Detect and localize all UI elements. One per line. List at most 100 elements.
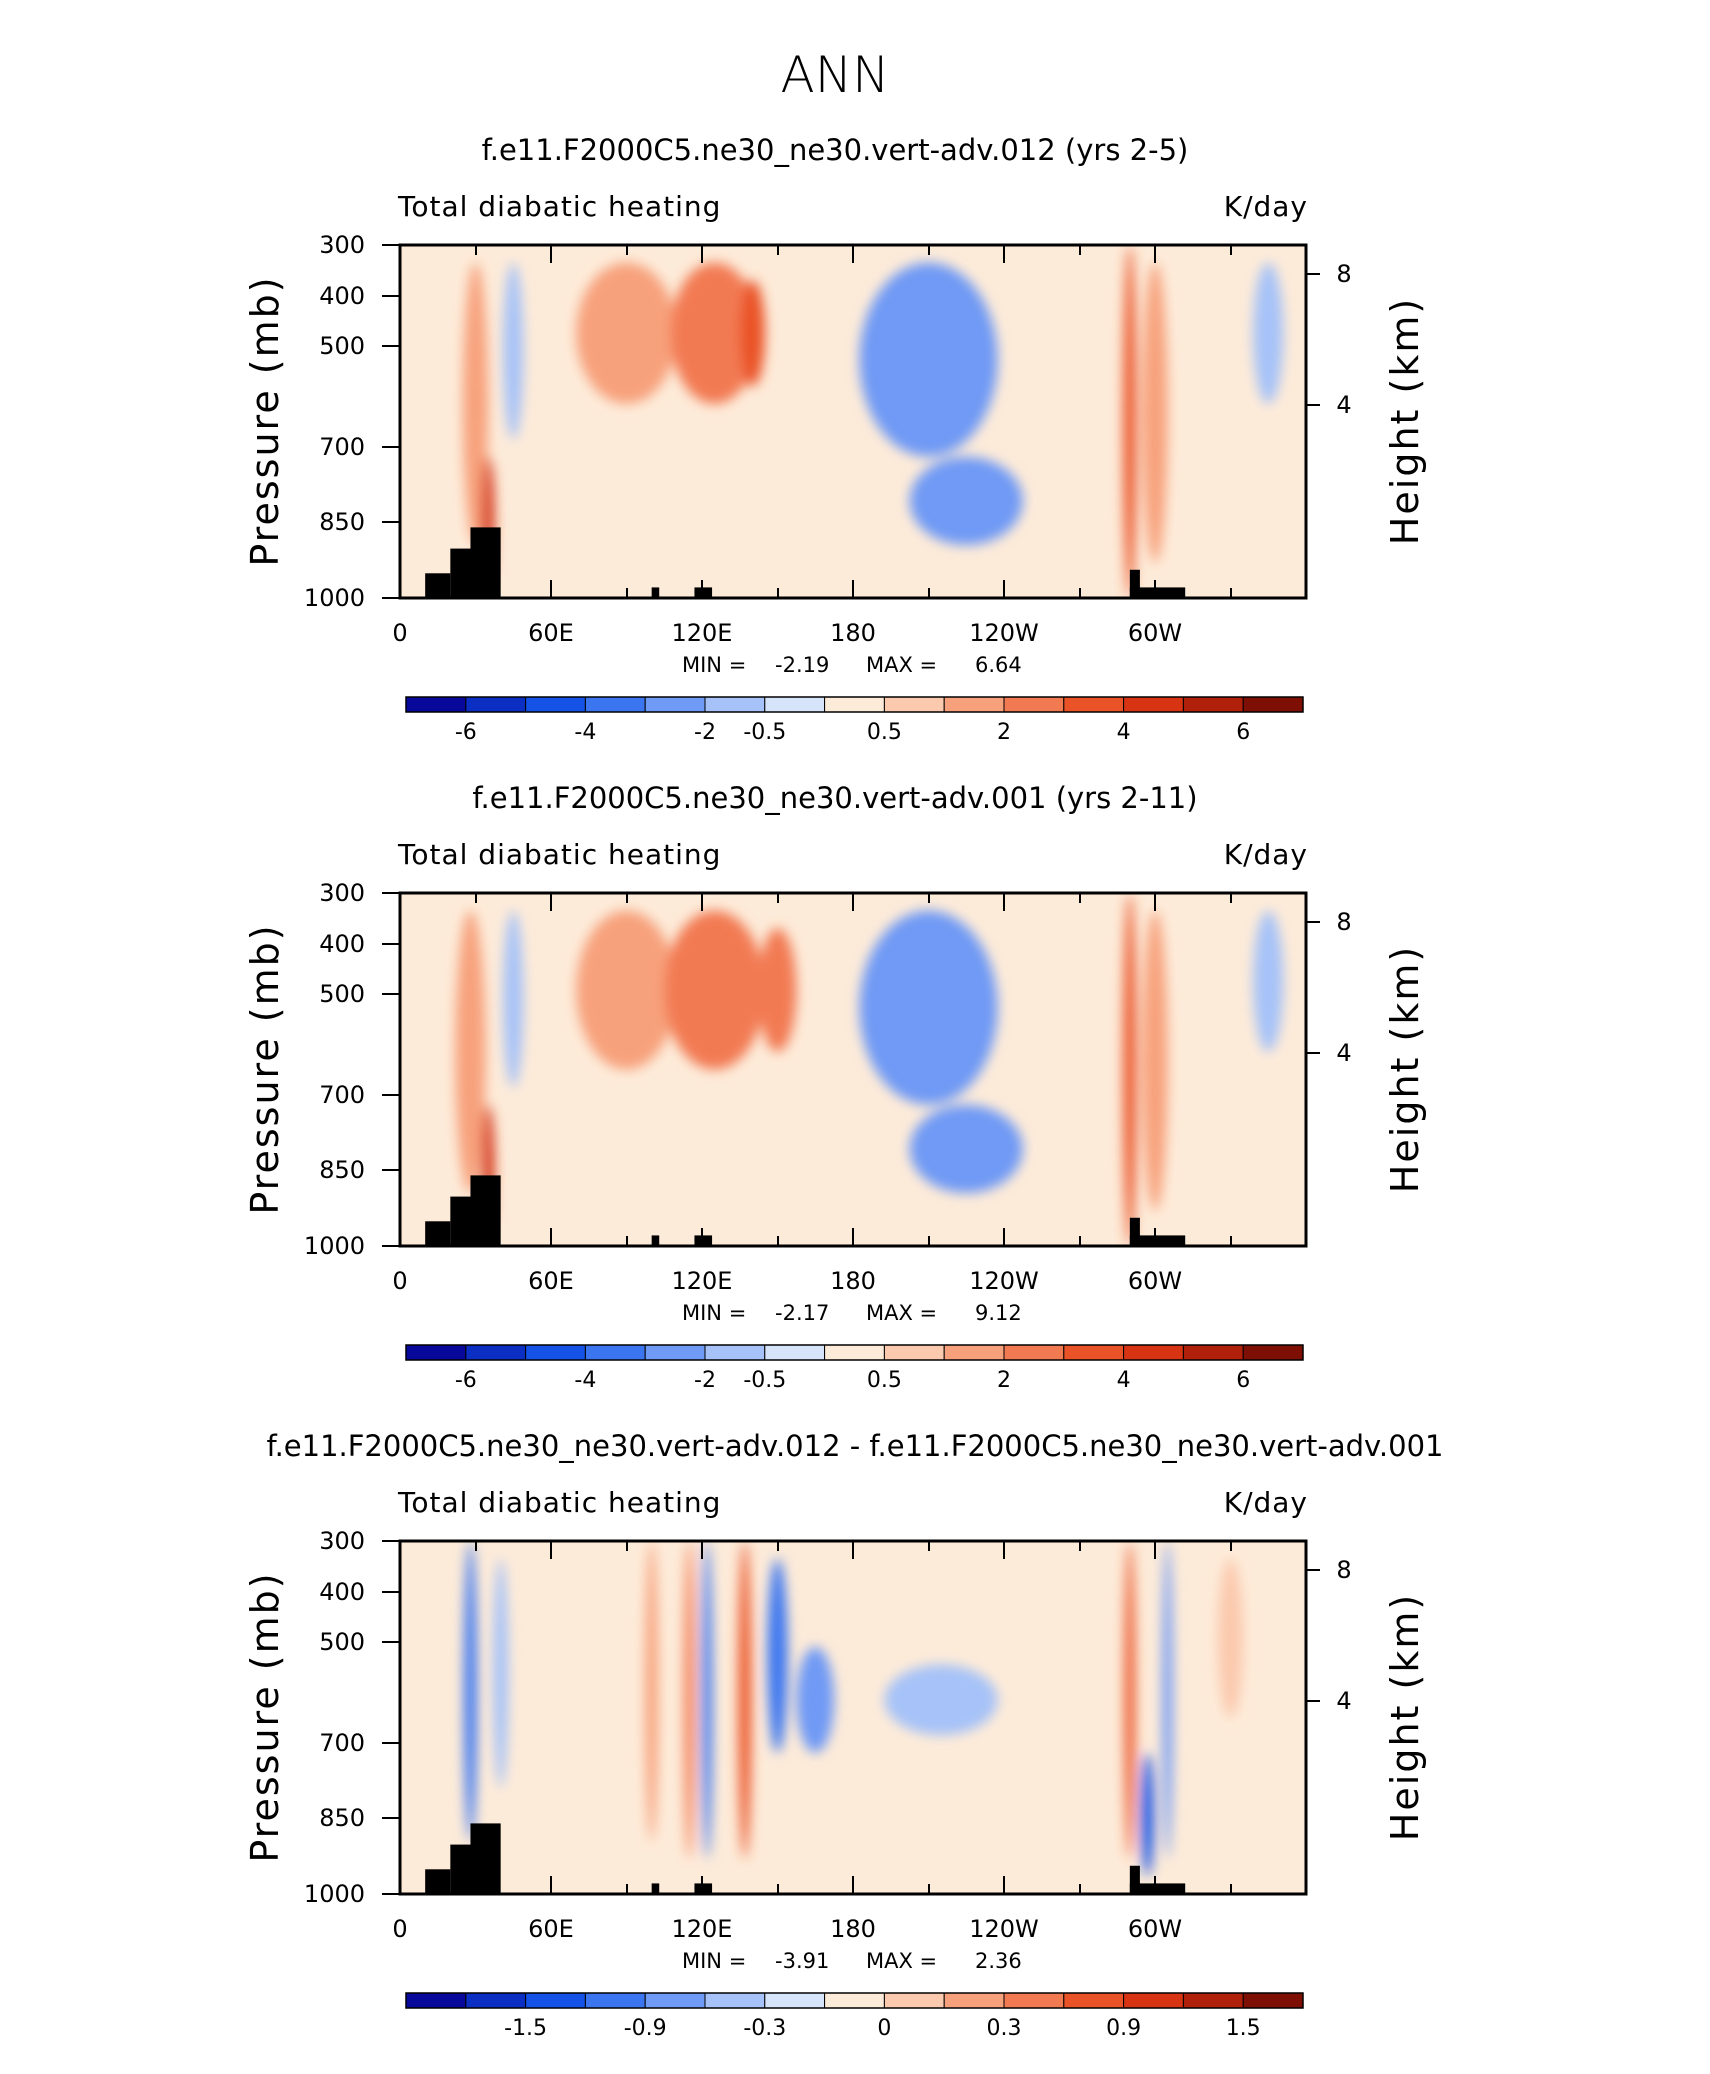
colorbar-swatch (1123, 696, 1184, 713)
x-tick-label: 60W (1128, 1267, 1182, 1295)
colorbar-swatch (1003, 1344, 1065, 1361)
units-label: K/day (1224, 1486, 1308, 1519)
colorbar-swatch (525, 696, 586, 713)
y-tick-label: 850 (319, 1804, 365, 1832)
colorbar-swatch (584, 1992, 646, 2009)
colorbar-swatch (644, 696, 706, 713)
contour-feature (738, 1541, 752, 1859)
y-tick-label: 400 (319, 930, 365, 958)
colorbar-tick-label: -6 (455, 1368, 477, 1393)
topography-mask (1129, 1883, 1186, 1894)
x-tick-label: 120W (969, 1267, 1039, 1295)
colorbar-swatch (824, 1992, 885, 2009)
x-tick-label: 0 (392, 1915, 407, 1943)
y2-tick-label: 4 (1336, 391, 1351, 419)
contour-feature (859, 910, 998, 1105)
contour-plot (400, 245, 1306, 598)
panel-title: f.e11.F2000C5.ne30_ne30.vert-adv.012 (yr… (482, 133, 1189, 167)
colorbar-swatch (943, 1992, 1005, 2009)
colorbar-tick-label: -0.3 (743, 2016, 786, 2041)
colorbar-swatch (405, 1992, 467, 2009)
field-label: Total diabatic heating (397, 190, 721, 223)
colorbar-swatch (704, 1344, 766, 1361)
x-tick-label: 0 (392, 1267, 407, 1295)
colorbar-tick-label: 1.5 (1226, 2016, 1261, 2041)
topography-mask (470, 1175, 501, 1246)
field-background (400, 893, 1306, 1246)
colorbar-tick-label: 0 (877, 2016, 891, 2041)
colorbar-tick-label: 2 (997, 720, 1011, 745)
contour-feature (702, 1541, 713, 1859)
contour-feature (576, 262, 677, 404)
topography-mask (470, 527, 501, 598)
y-tick-label: 1000 (304, 1880, 365, 1908)
contour-feature (1141, 1752, 1154, 1877)
colorbar-tick-label: 4 (1117, 1368, 1131, 1393)
colorbar-swatch (704, 696, 766, 713)
colorbar-swatch (644, 1344, 706, 1361)
colorbar-swatch (824, 1344, 885, 1361)
contour-feature (684, 1541, 695, 1859)
y-tick-label: 700 (319, 1081, 365, 1109)
x-tick-label: 60W (1128, 1915, 1182, 1943)
colorbar-tick-label: 6 (1236, 720, 1250, 745)
colorbar-swatch (943, 1344, 1005, 1361)
colorbar-frame (405, 1992, 1304, 2009)
topography-mask (1129, 569, 1140, 598)
units-label: K/day (1224, 190, 1308, 223)
topography-mask (1129, 1217, 1140, 1246)
topography-mask (470, 1823, 501, 1894)
colorbar (405, 1344, 1304, 1361)
contour-feature (1142, 910, 1168, 1211)
x-tick-label: 120W (969, 619, 1039, 647)
colorbar-swatch (465, 1344, 527, 1361)
panel-1: f.e11.F2000C5.ne30_ne30.vert-adv.012 (yr… (243, 133, 1427, 745)
x-tick-label: 60E (528, 1267, 574, 1295)
colorbar-swatch (1182, 1992, 1244, 2009)
contour-feature (493, 1558, 509, 1789)
x-tick-label: 0 (392, 619, 407, 647)
contour-feature (455, 910, 486, 1194)
topography-mask (694, 1235, 713, 1246)
y-tick-label: 700 (319, 1729, 365, 1757)
topography-mask (651, 587, 660, 598)
colorbar-swatch (1063, 1344, 1125, 1361)
y-tick-label: 300 (319, 879, 365, 907)
min-value: -3.91 (775, 1949, 829, 1973)
colorbar-tick-label: 0.5 (867, 720, 902, 745)
y2-tick-label: 8 (1336, 908, 1351, 936)
contour-feature (1123, 893, 1137, 1246)
topography-mask (1129, 587, 1186, 598)
topography-mask (425, 1221, 451, 1246)
colorbar-swatch (1242, 1992, 1304, 2009)
topography-mask (694, 587, 713, 598)
colorbar-swatch (405, 1344, 467, 1361)
colorbar-tick-label: -4 (574, 720, 596, 745)
y-tick-label: 500 (319, 332, 365, 360)
colorbar-swatch (1242, 1344, 1304, 1361)
topography-mask (1129, 1865, 1140, 1894)
y-tick-label: 850 (319, 1156, 365, 1184)
colorbar-swatch (1063, 1992, 1125, 2009)
y-axis-title: Pressure (mb) (243, 275, 287, 566)
min-value: -2.19 (775, 653, 829, 677)
contour-feature (462, 262, 489, 546)
min-label: MIN = (682, 653, 746, 677)
max-label: MAX = (866, 1949, 937, 1973)
colorbar-swatch (584, 1344, 646, 1361)
x-tick-label: 180 (830, 619, 876, 647)
x-tick-label: 180 (830, 1267, 876, 1295)
contour-feature (664, 910, 765, 1070)
y-tick-label: 300 (319, 231, 365, 259)
y2-axis-title: Height (km) (1383, 945, 1427, 1193)
x-tick-label: 120E (672, 619, 733, 647)
max-label: MAX = (866, 653, 937, 677)
colorbar-tick-label: 0.5 (867, 1368, 902, 1393)
colorbar-swatch (883, 1992, 945, 2009)
x-tick-label: 60E (528, 1915, 574, 1943)
y2-tick-label: 8 (1336, 1556, 1351, 1584)
contour-feature (1123, 245, 1137, 598)
topography-mask (425, 573, 451, 598)
colorbar-swatch (883, 1344, 945, 1361)
